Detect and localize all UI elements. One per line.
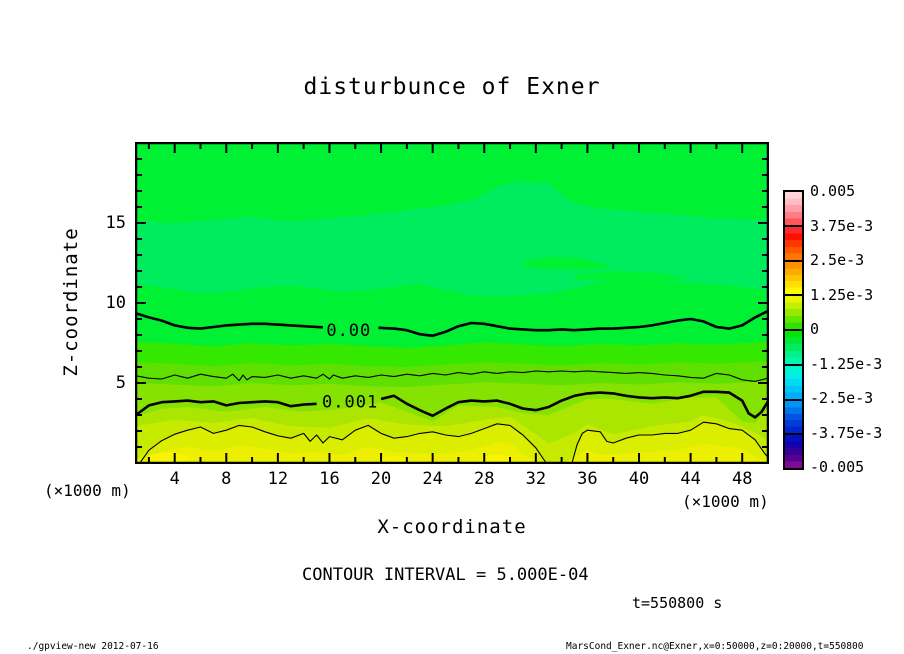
colorbar-tick-label: 2.5e-3 bbox=[810, 251, 865, 269]
x-tick-label-20: 20 bbox=[370, 469, 392, 489]
colorbar-tick-label: 1.25e-3 bbox=[810, 285, 874, 304]
colorbar-tick-label: 3.75e-3 bbox=[810, 216, 874, 235]
y-axis-label: Z-coordinate bbox=[60, 227, 82, 377]
contour-line-0.001 bbox=[380, 390, 768, 419]
contour-interval-text: CONTOUR INTERVAL = 5.000E-04 bbox=[302, 565, 589, 585]
y-tick-label-10: 10 bbox=[105, 293, 126, 313]
colorbar-box bbox=[785, 226, 802, 262]
bright-spot bbox=[147, 452, 189, 463]
colorbar-tick-label: -1.25e-3 bbox=[810, 354, 883, 373]
footer-command-text: ./gpview-new 2012-07-16 bbox=[27, 641, 159, 652]
y-axis-unit: (×1000 m) bbox=[44, 481, 131, 500]
contour-line-0.0015 bbox=[571, 421, 768, 463]
colorbar-tick-label: -3.75e-3 bbox=[810, 423, 883, 442]
plot-title: disturbunce of Exner bbox=[303, 74, 601, 100]
mint-island bbox=[522, 256, 614, 271]
contour-label: 0.00 bbox=[326, 321, 371, 341]
contour-line-0.0005 bbox=[136, 370, 768, 382]
x-tick-label-4: 4 bbox=[169, 469, 180, 489]
x-tick-label-12: 12 bbox=[267, 469, 289, 489]
y-tick-label-15: 15 bbox=[105, 213, 126, 233]
colorbar-tick-label: -2.5e-3 bbox=[810, 389, 874, 407]
x-axis-label: X-coordinate bbox=[377, 516, 527, 538]
fill-band bbox=[136, 421, 768, 463]
contour-line-0 bbox=[136, 312, 324, 330]
colorbar-tick-label: -0.005 bbox=[810, 458, 865, 476]
contour-line-0.001 bbox=[136, 399, 317, 417]
bright-spot bbox=[481, 455, 513, 463]
colorbar-box bbox=[785, 261, 802, 297]
x-tick-label-40: 40 bbox=[628, 469, 650, 489]
contour-plot-canvas: 0.00 0.001 bbox=[135, 142, 769, 464]
x-axis-unit: (×1000 m) bbox=[682, 492, 769, 511]
contour-fill-layers: 0.00 0.001 bbox=[136, 143, 768, 463]
axis-ticks bbox=[137, 144, 767, 462]
x-tick-label-28: 28 bbox=[473, 469, 495, 489]
colorbar-box bbox=[785, 435, 802, 468]
bright-spot bbox=[381, 456, 407, 463]
colorbar-tick-label: 0 bbox=[810, 320, 820, 338]
x-tick-label-44: 44 bbox=[680, 469, 701, 489]
x-tick-label-16: 16 bbox=[319, 469, 340, 489]
contour-line-0 bbox=[378, 309, 768, 338]
timestamp-text: t=550800 s bbox=[632, 594, 723, 612]
colorbar-box bbox=[785, 331, 802, 366]
colorbar-box bbox=[785, 192, 802, 227]
colorbar bbox=[783, 190, 804, 470]
fill-band bbox=[136, 442, 768, 463]
colorbar-box bbox=[785, 296, 802, 331]
mint-island bbox=[574, 271, 691, 282]
colorbar-box bbox=[785, 365, 802, 401]
x-tick-label-24: 24 bbox=[422, 469, 443, 489]
colorbar-box bbox=[785, 400, 802, 436]
x-tick-label-8: 8 bbox=[221, 469, 232, 489]
x-tick-label-36: 36 bbox=[577, 469, 598, 489]
x-tick-label-48: 48 bbox=[731, 469, 753, 489]
footer-datasource-text: MarsCond_Exner.nc@Exner,x=0:50000,z=0:20… bbox=[566, 641, 864, 652]
y-tick-label-5: 5 bbox=[115, 373, 126, 393]
colorbar-tick-label: 0.005 bbox=[810, 182, 856, 200]
contour-line-0.0015 bbox=[139, 423, 547, 463]
contour-label: 0.001 bbox=[322, 392, 378, 412]
plot-frame bbox=[135, 142, 769, 464]
x-tick-label-32: 32 bbox=[525, 469, 547, 489]
